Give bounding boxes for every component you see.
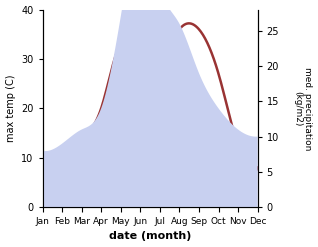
X-axis label: date (month): date (month) xyxy=(109,231,191,242)
Y-axis label: med. precipitation
(kg/m2): med. precipitation (kg/m2) xyxy=(293,67,313,150)
Y-axis label: max temp (C): max temp (C) xyxy=(5,75,16,142)
